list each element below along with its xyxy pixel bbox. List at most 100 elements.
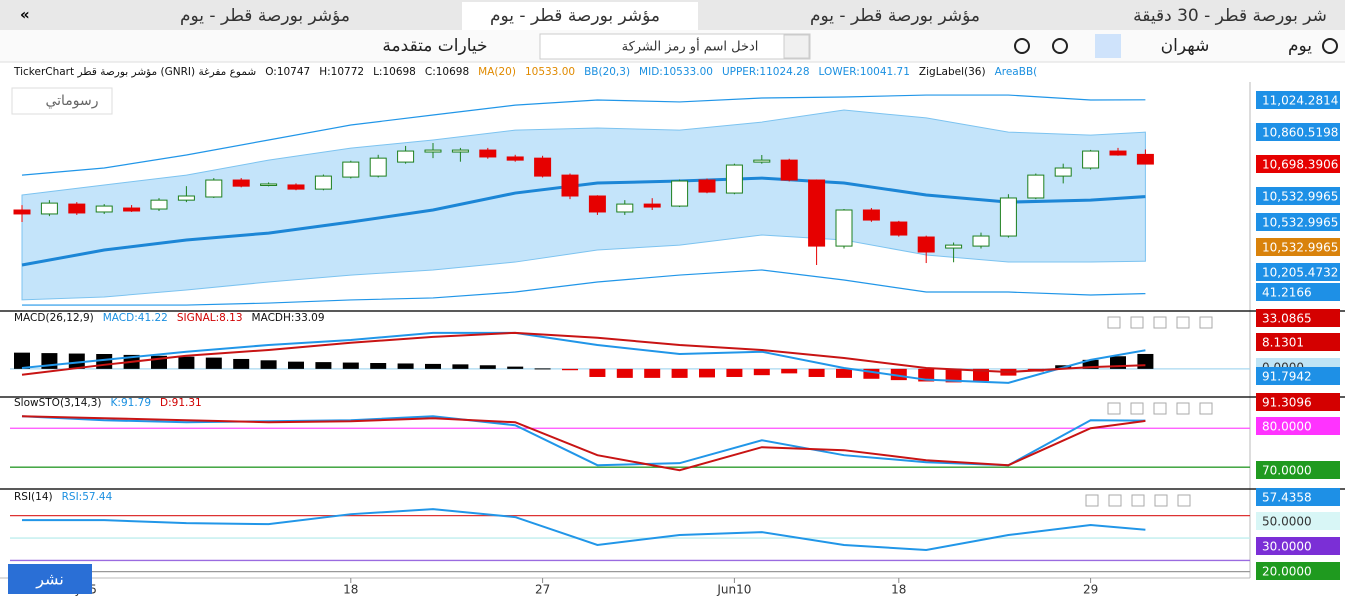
share-button[interactable] <box>8 564 92 594</box>
tab[interactable]: مؤشر بورصة قطر - يوم <box>810 6 980 26</box>
legend-item: MACD:41.22 <box>103 312 168 324</box>
histogram-bar <box>890 368 907 381</box>
candle-body <box>451 149 469 153</box>
histogram-bar <box>973 368 989 382</box>
tab[interactable]: شر بورصة قطر - 30 دقيقة <box>1133 6 1327 26</box>
indicator-line <box>21 94 1146 176</box>
legend-item: L:10698 <box>373 66 416 78</box>
legend-item: K:91.79 <box>111 397 151 409</box>
candle-body <box>534 157 552 177</box>
options-button[interactable]: خيارات متقدمة <box>382 36 487 56</box>
share-label: نشر <box>35 570 64 590</box>
date-label: 18 <box>891 583 906 597</box>
period-button[interactable]: يوم <box>1288 36 1312 56</box>
search-box[interactable] <box>539 33 811 60</box>
candle-body <box>808 179 826 247</box>
panel-icon <box>1199 402 1213 415</box>
price-label-bg <box>1256 537 1340 555</box>
panel-icon <box>1131 494 1145 507</box>
candle-body <box>150 199 168 210</box>
candle-body <box>862 209 880 221</box>
legend-item: LOWER:10041.71 <box>819 66 910 78</box>
legend-item: UPPER:11024.28 <box>722 66 810 78</box>
candle-body <box>972 235 990 247</box>
panel-icon <box>1153 316 1167 329</box>
histogram-bar <box>671 368 688 378</box>
price-label-bg <box>1256 91 1340 109</box>
histogram-bar <box>1137 353 1154 369</box>
legend-item: SIGNAL:8.13 <box>177 312 243 324</box>
price-label: 70.0000 <box>1262 464 1312 478</box>
price-label-bg <box>1256 238 1340 256</box>
price-label-bg <box>1256 512 1340 530</box>
candle-body <box>479 149 497 158</box>
histogram-bar <box>260 360 277 369</box>
candle-body <box>753 159 771 163</box>
price-label: 10,532.9965 <box>1262 241 1338 255</box>
histogram-bar <box>945 368 962 383</box>
tool-icon[interactable] <box>1052 38 1068 54</box>
panel-icon <box>1176 316 1190 329</box>
histogram-bar <box>233 358 250 369</box>
histogram-bar <box>315 362 332 369</box>
tab[interactable]: مؤشر بورصة قطر - يوم <box>490 6 660 26</box>
price-label-bg <box>1256 155 1340 173</box>
candle-body <box>1136 153 1154 165</box>
histogram-bar <box>863 368 880 379</box>
histogram-bar <box>96 354 113 369</box>
candle-body <box>945 244 963 249</box>
histogram-bar <box>781 368 798 374</box>
active-tab[interactable] <box>462 2 698 30</box>
price-label: 20.0000 <box>1262 565 1312 579</box>
candle-body <box>671 180 689 207</box>
price-label: 80.0000 <box>1262 420 1312 434</box>
histogram-bar <box>425 363 441 369</box>
indicator-line <box>21 415 1146 467</box>
histogram-bar <box>699 368 715 378</box>
tool-icon[interactable] <box>1014 38 1030 54</box>
legend-item: ZigLabel(36) <box>919 66 986 78</box>
histogram-bar <box>808 368 825 377</box>
candle-body <box>917 236 935 253</box>
indicator-panel <box>10 508 1250 573</box>
candle-body <box>1109 150 1127 156</box>
indicator-panel <box>10 415 1250 472</box>
tab[interactable]: مؤشر بورصة قطر - يوم <box>180 6 350 26</box>
clock-icon <box>1322 38 1338 54</box>
price-label: 33.0865 <box>1262 312 1312 326</box>
price-label: 10,532.9965 <box>1262 216 1338 230</box>
histogram-bar <box>726 368 743 377</box>
compare-button[interactable]: شهران <box>1161 36 1210 56</box>
indicator-panel <box>10 331 1250 384</box>
date-label: 27 <box>535 583 550 597</box>
panel-icon <box>1085 494 1099 507</box>
legend-item: AreaBB( <box>995 66 1038 78</box>
panel-icon <box>1176 402 1190 415</box>
candle-body <box>95 205 113 213</box>
legend-item: RSI(14) <box>14 491 53 503</box>
scroll-tabs[interactable]: « <box>20 6 30 24</box>
candle-body <box>232 179 250 187</box>
search-placeholder: ادخل اسم أو رمز الشركة <box>622 38 759 55</box>
legend-item: RSI:57.44 <box>62 491 113 503</box>
histogram-bar <box>616 368 633 378</box>
indicator-line <box>22 508 1146 552</box>
price-label: 10,205.4732 <box>1262 266 1338 280</box>
search-button[interactable] <box>783 34 810 59</box>
candle-body <box>506 156 524 161</box>
candle-body <box>999 197 1017 237</box>
histogram-bar <box>370 363 387 369</box>
price-label: 41.2166 <box>1262 286 1312 300</box>
legend-item: MACDH:33.09 <box>252 312 325 324</box>
candle-body <box>205 179 223 198</box>
price-label-bg <box>1256 417 1340 435</box>
histogram-bar <box>68 353 85 369</box>
drawings-button[interactable] <box>11 87 113 115</box>
plot-area: TickerChart مؤشر بورصة قطر (GNRI) شموع م… <box>0 66 1345 597</box>
price-label: 8.1301 <box>1262 336 1304 350</box>
price-label: 30.0000 <box>1262 540 1312 554</box>
draw-tool[interactable] <box>1095 34 1121 58</box>
histogram-bar <box>507 366 524 369</box>
candle-body <box>1027 174 1045 199</box>
legend-item: H:10772 <box>319 66 364 78</box>
